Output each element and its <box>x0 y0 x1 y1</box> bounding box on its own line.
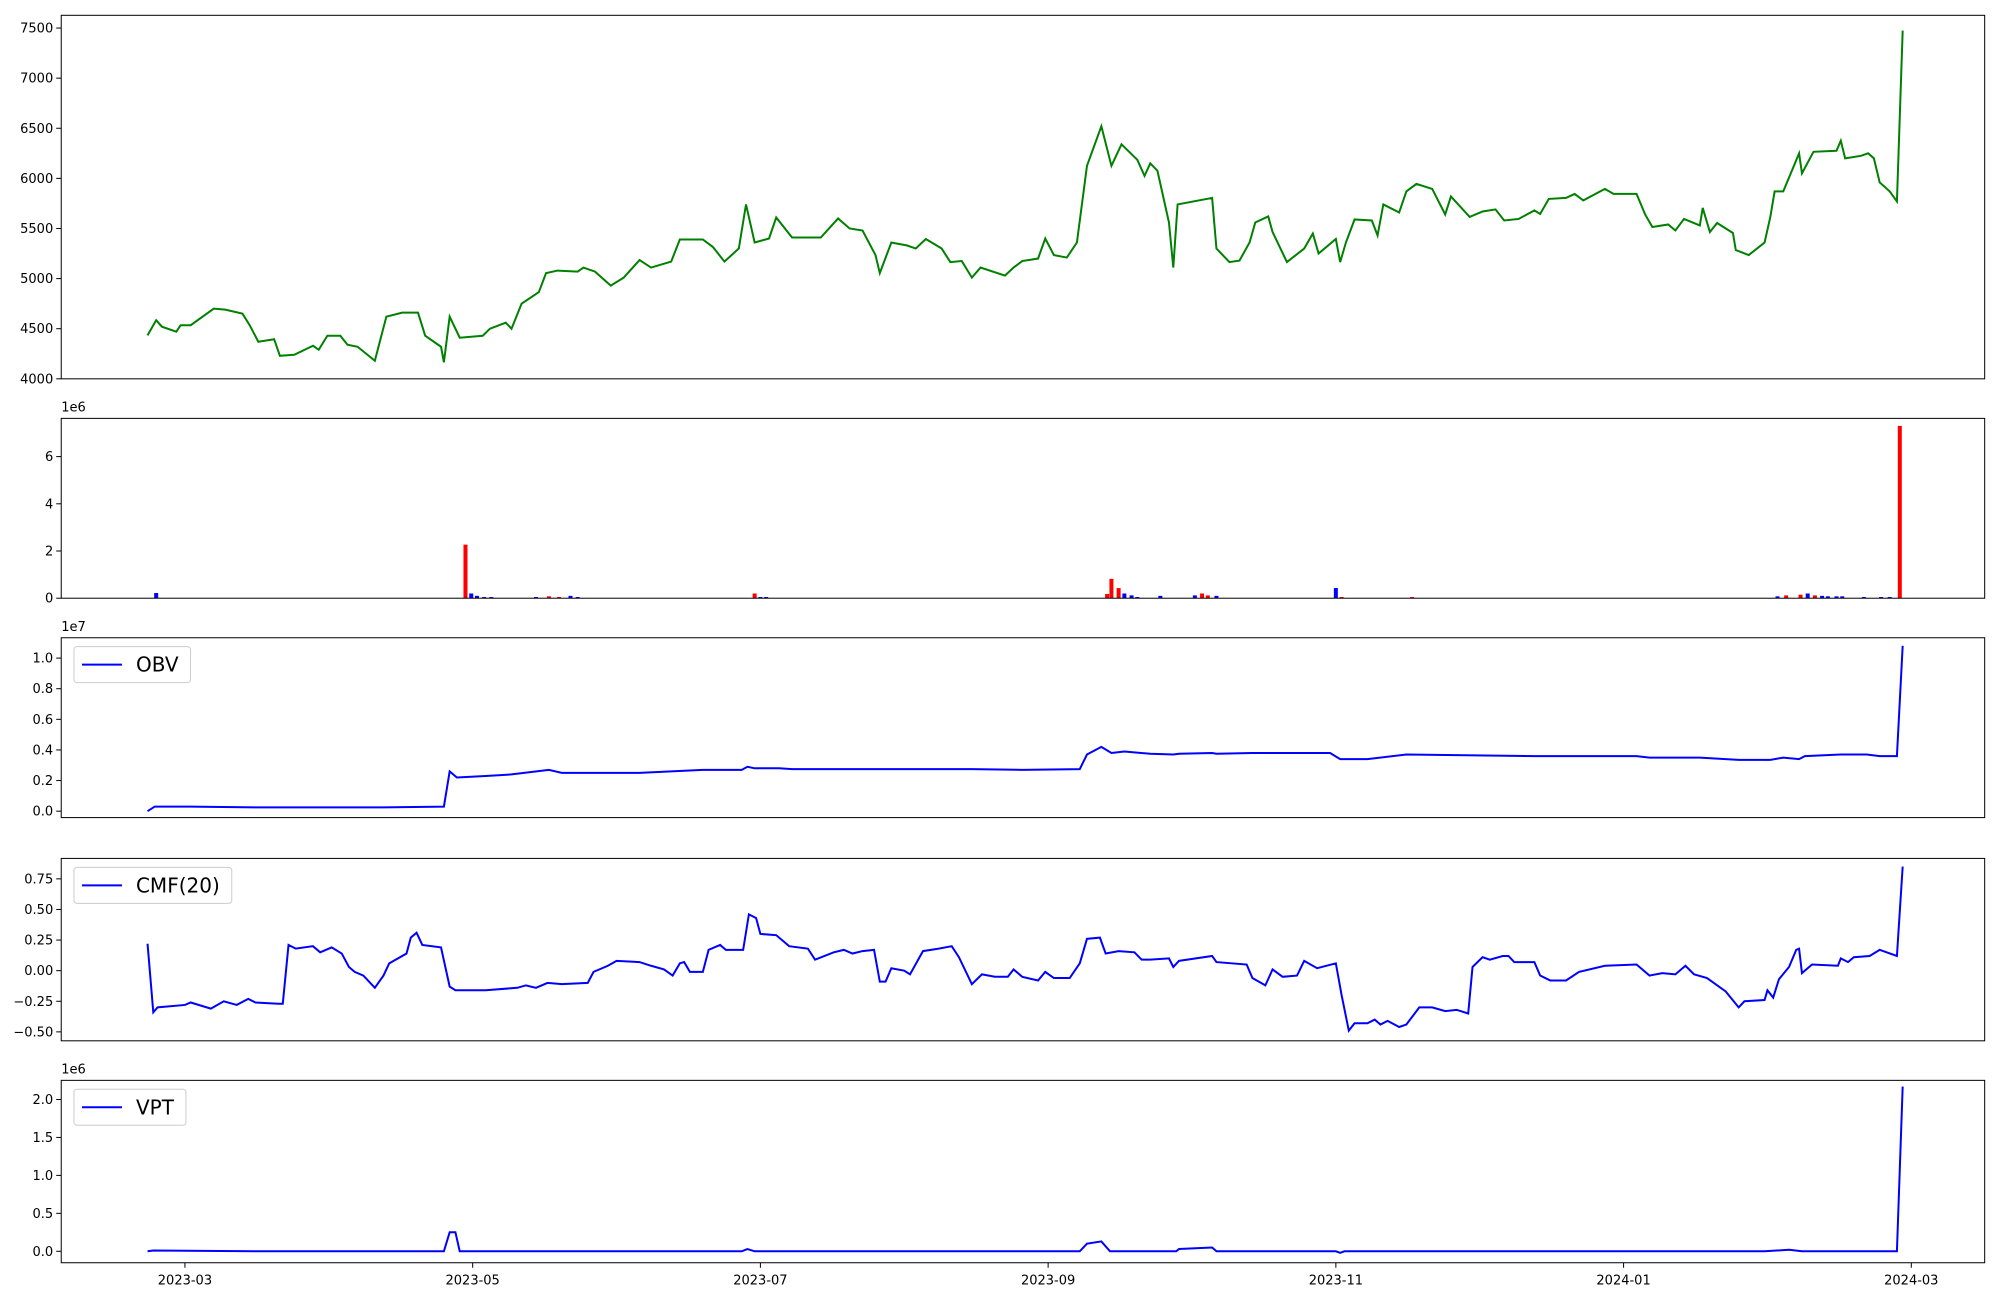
y-tick-label: 6000 <box>20 172 53 187</box>
bar <box>533 597 538 599</box>
bar <box>1887 597 1892 599</box>
bar <box>556 597 561 599</box>
y-tick-label: 0.2 <box>33 774 54 789</box>
bar <box>1105 593 1110 599</box>
bar <box>764 597 769 599</box>
y-tick-label: 4500 <box>20 322 53 337</box>
bar <box>463 544 468 599</box>
y-tick-label: 0 <box>45 592 53 607</box>
y-tick-label: 5000 <box>20 272 53 287</box>
bar <box>1122 593 1127 599</box>
bar <box>575 597 580 599</box>
y-tick-label: 7000 <box>20 72 53 87</box>
bar <box>1205 595 1210 599</box>
y-tick-label: 6 <box>45 450 53 465</box>
bar <box>1192 595 1197 599</box>
data-line <box>147 645 1904 813</box>
y-tick-label: 0.00 <box>24 964 53 979</box>
legend-box <box>73 646 192 684</box>
y-tick-label: 0.75 <box>24 872 53 887</box>
data-line <box>146 866 1904 1033</box>
x-tick-label: 2024-01 <box>1596 1274 1650 1289</box>
y-tick-label: 0.50 <box>24 903 53 918</box>
legend-label: OBV <box>136 653 179 677</box>
bar <box>1129 595 1134 599</box>
bar <box>469 593 474 599</box>
bar <box>1798 594 1803 599</box>
bar <box>1158 595 1163 599</box>
bar <box>1879 597 1884 599</box>
bar <box>1840 596 1845 599</box>
data-line <box>147 1086 1904 1254</box>
bar <box>154 593 159 599</box>
y-tick-label: 0.8 <box>33 682 54 697</box>
y-tick-label: −0.25 <box>13 995 53 1010</box>
bar <box>1861 597 1866 599</box>
bar <box>474 595 479 599</box>
x-tick-label: 2023-05 <box>446 1274 500 1289</box>
y-tick-label: 4000 <box>20 372 53 387</box>
y-tick-label: 1.5 <box>33 1131 54 1146</box>
y-tick-label: 4 <box>45 497 53 512</box>
bar <box>1825 596 1830 599</box>
bar <box>1897 425 1902 599</box>
y-tick-label: 0.0 <box>33 805 54 820</box>
x-tick-label: 2023-11 <box>1309 1274 1363 1289</box>
legend-box <box>73 866 233 904</box>
bar <box>1834 596 1839 599</box>
y-tick-label: 2 <box>45 545 53 560</box>
bar <box>489 597 494 599</box>
y-tick-label: −0.50 <box>13 1025 53 1040</box>
bar <box>482 597 487 599</box>
axes-frame <box>60 637 1986 819</box>
bar <box>1410 597 1415 599</box>
y-tick-label: 7500 <box>20 22 53 37</box>
bar <box>546 596 551 599</box>
bar <box>1333 588 1338 599</box>
offset-label: 1e6 <box>61 1062 86 1077</box>
x-tick-label: 2023-07 <box>733 1274 787 1289</box>
bar <box>1109 578 1114 599</box>
x-tick-label: 2023-09 <box>1021 1274 1075 1289</box>
y-tick-label: 5500 <box>20 222 53 237</box>
bar <box>1339 597 1344 599</box>
axes-frame <box>60 417 1986 599</box>
y-tick-label: 0.5 <box>33 1207 54 1222</box>
data-line <box>146 30 1904 363</box>
bar <box>752 593 757 599</box>
bar <box>568 595 573 599</box>
y-tick-label: 0.6 <box>33 713 54 728</box>
axes-frame <box>60 857 1986 1042</box>
bar <box>1214 595 1219 599</box>
axes-frame <box>60 14 1986 380</box>
offset-label: 1e7 <box>61 620 86 635</box>
bar <box>1116 588 1121 599</box>
bar <box>1200 593 1205 599</box>
legend-label: CMF(20) <box>136 873 220 897</box>
bar <box>1812 595 1817 599</box>
y-tick-label: 2.0 <box>33 1093 54 1108</box>
bar <box>1775 596 1780 599</box>
bar <box>1805 593 1810 599</box>
bar <box>1135 597 1140 599</box>
y-tick-label: 0.25 <box>24 934 53 949</box>
y-tick-label: 0.0 <box>33 1245 54 1260</box>
axes-frame <box>60 1079 1986 1264</box>
y-tick-label: 6500 <box>20 122 53 137</box>
offset-label: 1e6 <box>61 400 86 415</box>
y-tick-label: 0.4 <box>33 743 54 758</box>
x-tick-label: 2024-03 <box>1884 1274 1938 1289</box>
bar <box>758 597 763 599</box>
y-tick-label: 1.0 <box>33 652 54 667</box>
bar <box>1784 595 1789 599</box>
legend-label: VPT <box>136 1095 175 1119</box>
bar <box>1820 595 1825 599</box>
y-tick-label: 1.0 <box>33 1169 54 1184</box>
x-tick-label: 2023-03 <box>158 1274 212 1289</box>
legend-box <box>73 1088 187 1126</box>
